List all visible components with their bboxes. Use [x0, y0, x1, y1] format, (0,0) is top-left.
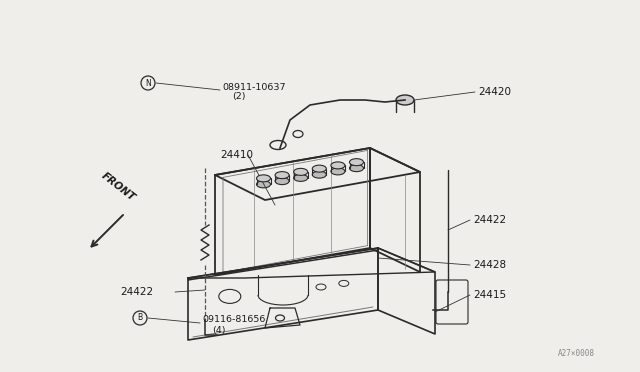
Text: 24428: 24428: [473, 260, 506, 270]
Ellipse shape: [312, 171, 326, 178]
Ellipse shape: [331, 162, 345, 169]
Text: (2): (2): [232, 93, 246, 102]
Ellipse shape: [257, 181, 271, 188]
Ellipse shape: [349, 158, 364, 166]
Ellipse shape: [294, 174, 308, 182]
Ellipse shape: [275, 171, 289, 179]
Ellipse shape: [396, 95, 414, 105]
Text: 24422: 24422: [473, 215, 506, 225]
Text: 24410: 24410: [220, 150, 253, 160]
Text: 24422: 24422: [120, 287, 153, 297]
Text: FRONT: FRONT: [99, 171, 137, 203]
Text: 24420: 24420: [478, 87, 511, 97]
Ellipse shape: [257, 175, 271, 182]
Ellipse shape: [294, 169, 308, 175]
Text: 08911-10637: 08911-10637: [222, 83, 285, 92]
Ellipse shape: [312, 165, 326, 172]
Ellipse shape: [275, 177, 289, 185]
Text: B: B: [138, 314, 143, 323]
Text: N: N: [145, 78, 151, 87]
Text: 09116-81656: 09116-81656: [202, 314, 266, 324]
Text: (4): (4): [212, 326, 225, 334]
Text: A27×0008: A27×0008: [558, 349, 595, 358]
Ellipse shape: [331, 168, 345, 175]
Text: 24415: 24415: [473, 290, 506, 300]
Ellipse shape: [349, 165, 364, 171]
